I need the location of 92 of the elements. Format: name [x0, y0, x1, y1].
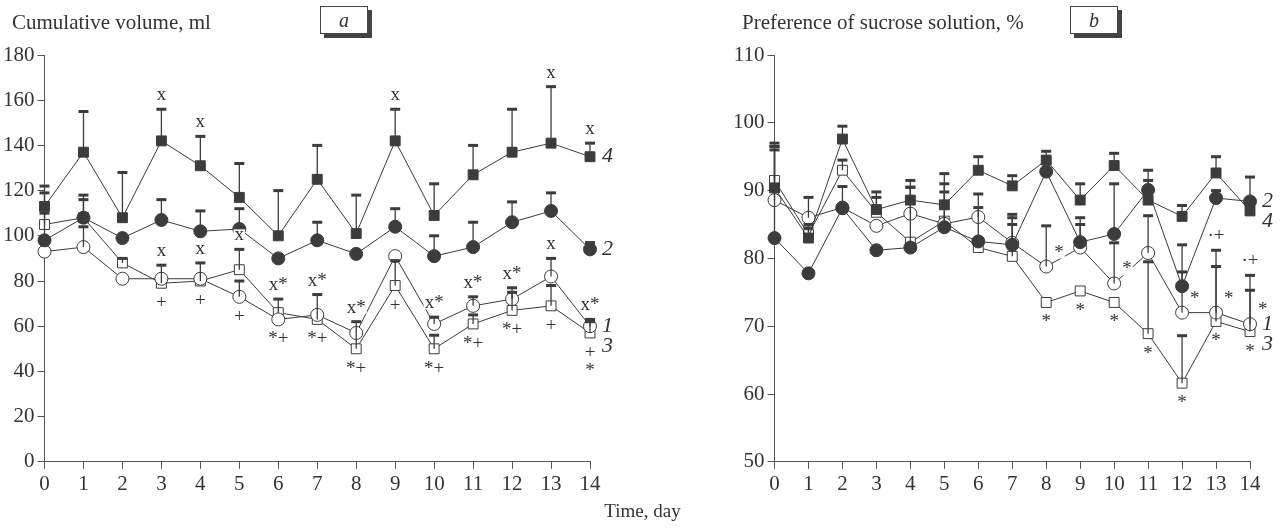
- annotation: *+: [268, 327, 289, 349]
- annotation: *: [1177, 391, 1187, 413]
- y-tick-label: 110: [733, 41, 765, 66]
- x-tick-label: 8: [350, 470, 362, 495]
- y-tick-label: 140: [3, 131, 35, 156]
- y-tick-label: 80: [13, 267, 35, 292]
- annotation: x: [585, 117, 596, 139]
- annotation: x*: [268, 273, 288, 295]
- annotation: *: [1245, 339, 1255, 361]
- y-axis-title: Preference of sucrose solution, %: [742, 10, 1024, 35]
- annotation: x*: [307, 268, 327, 290]
- annotation: +: [545, 313, 557, 335]
- x-tick-label: 7: [1007, 470, 1018, 495]
- annotation: *+: [346, 356, 367, 378]
- x-tick-label: 7: [312, 470, 323, 495]
- annotation: x: [195, 110, 206, 132]
- annotation: +: [389, 293, 401, 315]
- x-axis-title: Time, day: [603, 500, 682, 522]
- x-tick-label: 11: [462, 470, 484, 495]
- x-tick-label: 6: [973, 470, 984, 495]
- annotation: *: [1211, 329, 1221, 351]
- x-tick-label: 1: [78, 470, 89, 495]
- y-tick-label: 0: [24, 448, 35, 473]
- x-tick-label: 10: [1103, 470, 1125, 495]
- chart-title: a: [320, 6, 368, 34]
- annotation: *+: [463, 331, 484, 353]
- y-tick-label: 60: [743, 380, 765, 405]
- x-tick-label: 3: [156, 470, 167, 495]
- y-tick-label: 70: [743, 312, 765, 337]
- x-tick-label: 12: [1171, 470, 1193, 495]
- x-tick-label: 2: [117, 470, 128, 495]
- annotation: *+: [307, 327, 328, 349]
- x-tick-label: 10: [423, 470, 445, 495]
- x-tick-label: 4: [195, 470, 207, 495]
- x-tick-label: 9: [389, 470, 401, 495]
- annotation: x*: [346, 295, 366, 317]
- x-tick-label: 4: [905, 470, 917, 495]
- annotation: x*: [463, 270, 483, 292]
- x-tick-label: 5: [234, 470, 245, 495]
- y-tick-label: 160: [3, 86, 35, 111]
- annotation: +: [156, 291, 167, 313]
- annotation: *: [1190, 286, 1200, 308]
- annotation: x*: [580, 293, 600, 315]
- y-tick-label: 80: [743, 244, 765, 269]
- y-tick-label: 100: [3, 222, 35, 247]
- annotation: x: [234, 223, 245, 245]
- annotation: *: [1109, 310, 1119, 332]
- x-tick-label: 14: [1239, 470, 1261, 495]
- annotation: +: [195, 288, 206, 310]
- x-tick-label: 2: [837, 470, 848, 495]
- x-tick-label: 9: [1074, 470, 1086, 495]
- annotation: x: [156, 83, 167, 105]
- y-tick-label: 180: [3, 41, 35, 66]
- x-tick-label: 13: [1205, 470, 1227, 495]
- y-tick-label: 90: [743, 177, 765, 202]
- annotation: x: [546, 60, 557, 82]
- x-tick-label: 5: [939, 470, 950, 495]
- x-tick-label: 14: [579, 470, 601, 495]
- annotation: x*: [502, 261, 522, 283]
- annotation: x*: [424, 291, 444, 313]
- annotation: *: [1054, 240, 1064, 262]
- x-tick-label: 1: [803, 470, 814, 495]
- annotation: x: [195, 236, 206, 258]
- annotation: *+: [501, 318, 523, 340]
- y-tick-label: 120: [3, 177, 35, 202]
- annotation: x: [390, 83, 401, 105]
- annotation: *: [1122, 257, 1132, 279]
- x-tick-label: 8: [1040, 470, 1052, 495]
- annotation: x: [156, 239, 167, 261]
- series-label: 4: [602, 142, 613, 168]
- annotation: *: [1075, 298, 1085, 320]
- annotation: *: [1224, 286, 1234, 308]
- x-tick-label: 12: [501, 470, 523, 495]
- annotation: x: [546, 232, 557, 254]
- annotation: +: [233, 304, 245, 326]
- y-tick-label: 100: [733, 109, 765, 134]
- y-tick-label: 60: [13, 312, 35, 337]
- x-tick-label: 6: [273, 470, 284, 495]
- y-tick-label: 20: [13, 403, 35, 428]
- annotation: ·+: [1241, 249, 1259, 271]
- annotation: ·+: [1207, 224, 1225, 246]
- x-tick-label: 13: [540, 470, 562, 495]
- x-tick-label: 11: [1137, 470, 1159, 495]
- series-label: 2: [602, 235, 613, 261]
- annotation: *+: [424, 356, 445, 378]
- y-tick-label: 40: [13, 357, 35, 382]
- y-tick-label: 50: [743, 448, 765, 473]
- annotation: *: [1143, 341, 1153, 363]
- x-tick-label: 3: [871, 470, 882, 495]
- chart-title: b: [1070, 6, 1118, 34]
- annotation: *: [1041, 310, 1051, 332]
- y-axis-title: Cumulative volume, ml: [12, 10, 211, 35]
